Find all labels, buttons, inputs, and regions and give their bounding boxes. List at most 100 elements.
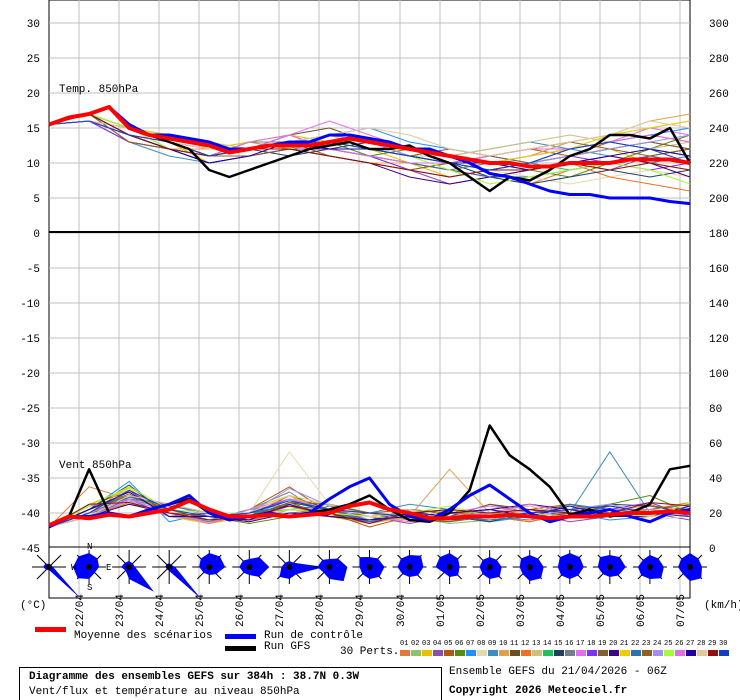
left-tick-label: 25 (27, 54, 40, 66)
pert-color-swatch (664, 650, 674, 656)
right-tick-label: 200 (709, 194, 729, 206)
pert-number: 24 (653, 640, 662, 648)
right-tick-label: 160 (709, 264, 729, 276)
mean-legend-label: Moyenne des scénarios (74, 630, 213, 642)
left-tick-label: 0 (33, 229, 40, 241)
pert-color-swatch (576, 650, 586, 656)
wind-rose (199, 553, 226, 575)
left-tick-label: 5 (33, 194, 40, 206)
pert-color-swatch (499, 650, 509, 656)
pert-color-swatch (653, 650, 663, 656)
rose-center (126, 564, 133, 570)
date-tick-label: 30/04 (396, 594, 408, 627)
rose-center (686, 564, 693, 570)
date-tick-label: 22/04 (75, 594, 87, 627)
pert-number: 01 (400, 640, 409, 648)
pert-color-swatch (433, 650, 443, 656)
left-tick-label: -20 (20, 369, 40, 381)
pert-number: 21 (620, 640, 629, 648)
wind-rose (239, 557, 270, 577)
left-tick-label: -10 (20, 299, 40, 311)
wind-rose (73, 553, 100, 579)
control-legend-swatch (225, 634, 256, 639)
compass-e: E (106, 563, 111, 573)
wind-mean-line (48, 498, 691, 528)
rose-center (86, 564, 93, 570)
date-tick-label: 24/04 (155, 594, 167, 627)
rose-center (246, 564, 253, 570)
right-tick-label: 120 (709, 334, 729, 346)
rose-center (566, 564, 573, 570)
pert-color-swatch (697, 650, 707, 656)
pert-number: 25 (664, 640, 673, 648)
copyright: Copyright 2026 Meteociel.fr (449, 685, 628, 697)
gfs-legend-swatch (225, 646, 256, 651)
pert-number: 05 (444, 640, 453, 648)
rose-center (326, 564, 333, 570)
pert-number: 23 (642, 640, 651, 648)
compass-n: N (87, 542, 92, 552)
left-tick-label: -25 (20, 404, 40, 416)
rose-center (606, 564, 613, 570)
pert-number: 11 (510, 640, 519, 648)
wind-control-line (48, 476, 691, 529)
date-tick-label: 29/04 (355, 594, 367, 627)
left-tick-label: 10 (27, 159, 40, 171)
pert-number: 18 (587, 640, 596, 648)
right-tick-label: 220 (709, 159, 729, 171)
pert-color-swatch (565, 650, 575, 656)
date-tick-label: 23/04 (115, 594, 127, 627)
pert-number: 14 (543, 640, 552, 648)
rose-center (286, 564, 293, 570)
pert-number: 20 (609, 640, 618, 648)
wind-panel-title: Vent 850hPa (59, 460, 132, 472)
pert-color-swatch (466, 650, 476, 656)
wind-rose (165, 563, 201, 599)
rose-center (366, 564, 373, 570)
right-tick-label: 300 (709, 19, 729, 31)
pert-number: 10 (499, 640, 508, 648)
footer-title: Diagramme des ensembles GEFS sur 384h : … (29, 671, 360, 683)
left-tick-label: 30 (27, 19, 40, 31)
pert-color-swatch (477, 650, 487, 656)
gfs-legend-label: Run GFS (264, 641, 311, 653)
pert-color-swatch (620, 650, 630, 656)
pert-color-swatch (400, 650, 410, 656)
date-tick-label: 04/05 (556, 594, 568, 627)
compass-w: W (71, 563, 77, 573)
right-tick-label: 140 (709, 299, 729, 311)
temp-pert-line-29 (48, 113, 691, 178)
pert-color-swatch (719, 650, 729, 656)
pert-number: 16 (565, 640, 574, 648)
wind-pert-line-30 (48, 489, 691, 528)
rose-center (646, 564, 653, 570)
pert-color-swatch (532, 650, 542, 656)
date-tick-label: 03/05 (516, 594, 528, 627)
pert-number: 06 (455, 640, 464, 648)
rose-center (206, 564, 213, 570)
right-tick-label: 180 (709, 229, 729, 241)
pert-color-swatch (543, 650, 553, 656)
date-tick-label: 26/04 (235, 594, 247, 627)
date-tick-label: 28/04 (315, 594, 327, 627)
temp-panel-title: Temp. 850hPa (59, 84, 139, 96)
pert-color-swatch (488, 650, 498, 656)
right-tick-label: 40 (709, 474, 722, 486)
right-tick-label: 0 (709, 544, 716, 556)
pert-number: 07 (466, 640, 475, 648)
date-tick-label: 27/04 (275, 594, 287, 627)
pert-number: 28 (697, 640, 706, 648)
run-info: Ensemble GEFS du 21/04/2026 - 06Z (449, 666, 667, 678)
pert-number: 27 (686, 640, 695, 648)
celsius-unit-label: (°C) (20, 600, 47, 612)
pert-number: 15 (554, 640, 563, 648)
date-tick-label: 02/05 (476, 594, 488, 627)
pert-color-swatch (554, 650, 564, 656)
pert-color-swatch (587, 650, 597, 656)
left-tick-label: -35 (20, 474, 40, 486)
rose-center (526, 564, 533, 570)
date-tick-label: 06/05 (636, 594, 648, 627)
pert-number: 19 (598, 640, 607, 648)
